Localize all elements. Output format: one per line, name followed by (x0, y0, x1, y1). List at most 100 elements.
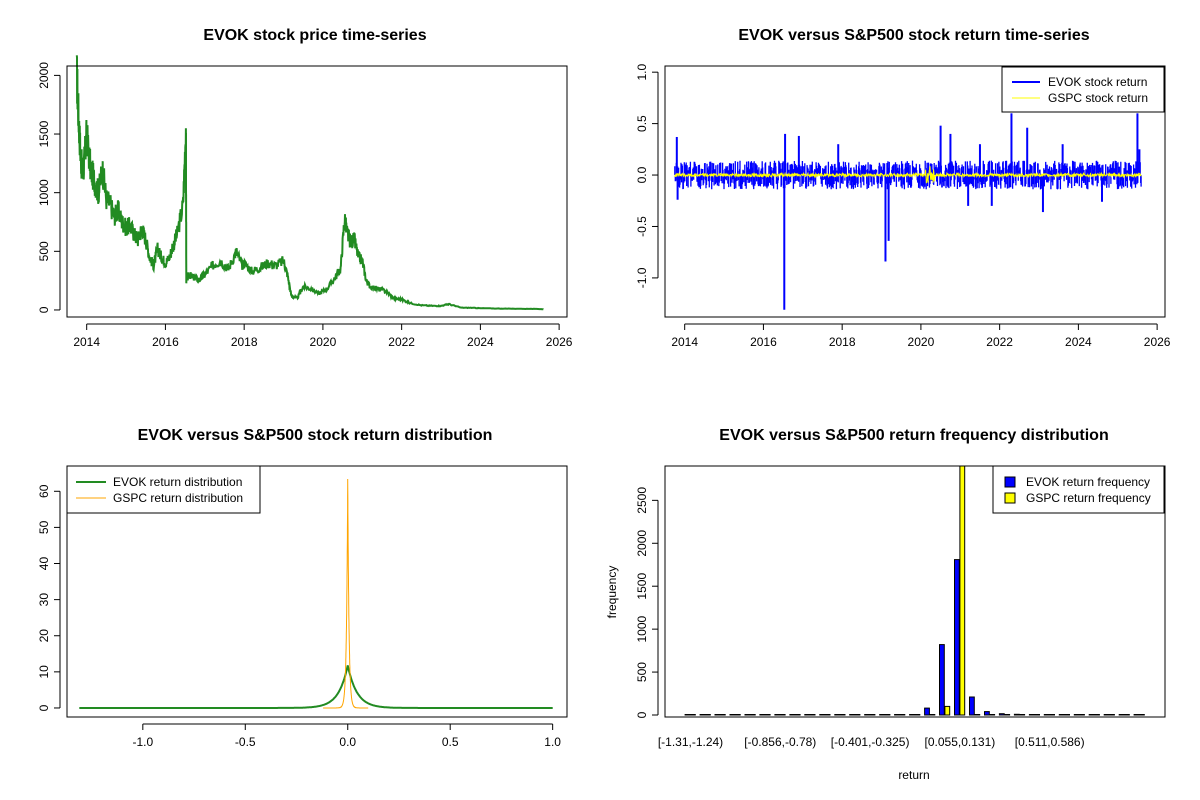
bar-evok-frequency (819, 714, 826, 716)
x-tick-label: 2024 (467, 335, 494, 349)
y-tick-label: 1500 (635, 573, 649, 600)
y-tick-label: 0.0 (635, 166, 649, 183)
series-gspc-return (674, 166, 1142, 184)
x-tick-label: 2016 (750, 335, 777, 349)
bar-evok-frequency (879, 714, 886, 716)
panel-price-timeseries: EVOK stock price time-series 2014 2016 201… (37, 27, 573, 349)
legend-box (992, 465, 1165, 514)
bar-gspc-frequency (1049, 714, 1055, 716)
y-axis-label: frequency (605, 566, 619, 619)
y-tick-label: 1000 (635, 615, 649, 642)
bar-gspc-frequency (1019, 714, 1026, 716)
x-tick-label: 0.0 (339, 735, 356, 749)
legend: EVOK return distribution GSPC return dis… (66, 465, 261, 514)
y-tick-label: 50 (37, 520, 51, 534)
bar-evok-frequency (849, 714, 856, 716)
panel-return-distribution: EVOK versus S&P500 stock return distribu… (37, 427, 568, 749)
bar-gspc-frequency (734, 714, 741, 716)
bar-evok-frequency (804, 714, 811, 716)
bar-gspc-frequency (1079, 714, 1085, 716)
x-tick-label: 2022 (388, 335, 415, 349)
bar-evok-frequency (1058, 714, 1065, 716)
bar-gspc-frequency (929, 714, 936, 716)
bar-gspc-frequency (1064, 714, 1070, 716)
bar-gspc-frequency (824, 714, 831, 716)
y-tick-label: 2000 (635, 530, 649, 557)
x-tick-label: 2014 (73, 335, 100, 349)
bar-gspc-frequency (749, 714, 756, 716)
legend-label-gspc: GSPC stock return (1048, 91, 1148, 105)
y-tick-label: 500 (635, 662, 649, 682)
density-line-evok (79, 665, 553, 709)
bar-evok-frequency (684, 714, 691, 716)
x-tick-label: [-0.401,-0.325) (831, 735, 910, 749)
chart-title: EVOK versus S&P500 stock return distribu… (138, 427, 493, 444)
x-tick-label: 2024 (1065, 335, 1092, 349)
plot-frame (66, 465, 568, 718)
x-tick-label: 2020 (310, 335, 337, 349)
bar-evok-frequency (1103, 714, 1110, 716)
legend: EVOK stock return GSPC stock return (1001, 66, 1165, 113)
bar-gspc-frequency (839, 714, 846, 716)
density-line-gspc (323, 478, 369, 709)
plot-frame (66, 65, 568, 318)
bar-gspc-frequency (869, 714, 876, 716)
y-tick-label: 1000 (37, 179, 51, 206)
y-tick-label: -1.0 (635, 267, 649, 288)
bar-evok-frequency (759, 714, 766, 716)
y-tick-label: 500 (37, 241, 51, 261)
bar-gspc-frequency (989, 714, 996, 716)
x-tick-label: 2022 (986, 335, 1013, 349)
bar-evok-frequency (909, 714, 915, 716)
legend-box (66, 465, 261, 514)
x-tick-label: 2020 (908, 335, 935, 349)
y-tick-label: 1500 (37, 120, 51, 147)
bar-evok-frequency (998, 713, 1005, 716)
bar-evok-frequency (939, 644, 945, 716)
x-tick-label: [0.511,0.586) (1015, 735, 1085, 749)
bar-gspc-frequency (794, 714, 801, 716)
y-tick-label: -0.5 (635, 216, 649, 237)
bar-evok-frequency (924, 707, 930, 716)
x-tick-label: [-1.31,-1.24) (658, 735, 723, 749)
legend-label-evok: EVOK return distribution (113, 475, 242, 489)
bar-gspc-frequency (914, 714, 921, 716)
legend-box (1001, 66, 1165, 113)
x-tick-label: 2018 (829, 335, 856, 349)
bar-gspc-frequency (1094, 714, 1100, 716)
x-tick-label: 2016 (152, 335, 179, 349)
legend-swatch-gspc (1004, 492, 1016, 504)
x-tick-label: 2026 (546, 335, 573, 349)
panel-return-frequency: EVOK versus S&P500 return frequency dist… (605, 427, 1166, 782)
chart-title: EVOK stock price time-series (203, 27, 426, 44)
x-tick-label: 2014 (671, 335, 698, 349)
bar-gspc-frequency (690, 714, 696, 716)
bar-evok-frequency (1043, 714, 1050, 716)
bar-gspc-frequency (809, 714, 816, 716)
bar-evok-frequency (789, 714, 796, 716)
bar-gspc-frequency (899, 714, 906, 716)
bar-gspc-frequency (854, 714, 861, 716)
y-tick-label: 1.0 (635, 64, 649, 81)
bar-evok-frequency (864, 714, 871, 716)
y-tick-label: 0 (37, 306, 51, 313)
bar-evok-frequency (774, 714, 781, 716)
bar-evok-frequency (1028, 714, 1035, 716)
bar-gspc-frequency (884, 714, 891, 716)
bar-gspc-frequency (764, 714, 771, 716)
bar-gspc-frequency (1034, 714, 1040, 716)
bar-gspc-frequency (719, 714, 726, 716)
x-tick-label: [0.055,0.131) (925, 735, 996, 749)
bar-gspc-frequency (944, 705, 951, 716)
chart-title: EVOK versus S&P500 return frequency dist… (719, 427, 1108, 444)
series-line-evok-price (75, 55, 544, 311)
x-tick-label: 0.5 (442, 735, 459, 749)
plot-frame (664, 65, 1166, 318)
legend-swatch-evok (1004, 476, 1016, 488)
y-tick-label: 30 (37, 593, 51, 607)
x-tick-label: -1.0 (132, 735, 153, 749)
bar-gspc-frequency (705, 714, 711, 716)
y-tick-label: 20 (37, 629, 51, 643)
bar-evok-frequency (699, 714, 706, 716)
bar-gspc-frequency (959, 465, 966, 716)
